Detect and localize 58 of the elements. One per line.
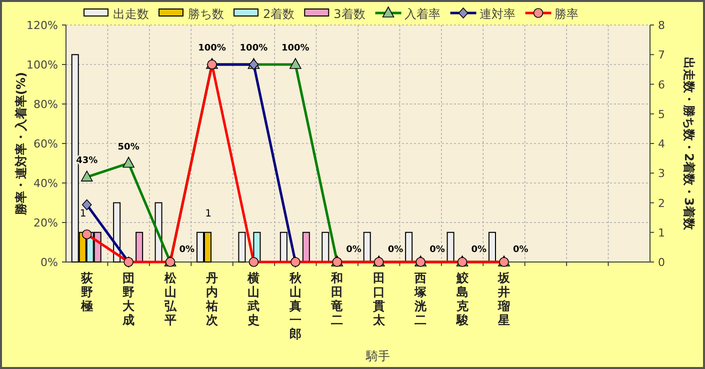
bar: [238, 232, 246, 262]
y2-axis-title: 出走数・勝ち数・2着数・3着数: [682, 57, 696, 231]
x-tick-label: 坂井瑠星: [497, 271, 511, 327]
legend-label: 勝ち数: [188, 7, 224, 21]
bar: [363, 232, 371, 262]
y2-tick-label: 8: [658, 19, 665, 32]
y-tick-label: 120%: [26, 19, 58, 32]
bar: [302, 232, 310, 262]
data-label: 0%: [430, 245, 445, 255]
x-tick-label: 松山弘平: [163, 271, 178, 327]
data-label: 50%: [118, 142, 140, 152]
y-tick-label: 60%: [34, 138, 58, 150]
x-tick-label: 荻野極: [80, 271, 94, 313]
y2-tick-label: 4: [658, 138, 665, 150]
data-label: 0%: [471, 245, 487, 255]
y2-tick-label: 0: [658, 256, 665, 269]
y2-tick-label: 5: [658, 108, 665, 121]
y-tick-label: 80%: [34, 98, 58, 111]
data-label: 0%: [388, 245, 404, 255]
x-tick-label: 西塚洸二: [414, 271, 428, 327]
data-label: 0%: [179, 245, 195, 255]
data-label: 100%: [198, 44, 226, 54]
y2-tick-label: 1: [658, 226, 665, 240]
data-label: 1: [80, 208, 86, 220]
x-tick-label: 横山武史: [246, 271, 260, 327]
legend-label: 2着数: [263, 7, 295, 21]
legend-label: 出走数: [113, 7, 149, 21]
y2-tick-label: 7: [658, 48, 665, 62]
data-label: 1: [205, 208, 212, 220]
y2-tick-label: 3: [658, 167, 665, 180]
legend-label: 連対率: [479, 7, 516, 21]
data-label: 0%: [513, 245, 528, 255]
legend-label: 入着率: [404, 7, 440, 21]
bar: [405, 232, 413, 262]
bar: [488, 232, 496, 262]
x-tick-label: 丹内祐次: [205, 271, 219, 327]
y-axis-title: 勝率・連対率・入着率(%): [14, 72, 28, 216]
x-tick-label: 田口貫太: [372, 271, 386, 327]
y2-tick-label: 2: [658, 196, 665, 210]
x-axis-title: 騎手: [365, 349, 390, 363]
bar: [322, 232, 330, 262]
x-tick-label: 秋山真一郎: [288, 271, 302, 341]
y-tick-label: 20%: [34, 216, 58, 230]
data-label: 100%: [282, 44, 310, 54]
bar: [446, 232, 454, 262]
y-tick-label: 100%: [26, 58, 58, 72]
x-tick-label: 和田竜二: [330, 271, 344, 327]
y-tick-label: 0%: [40, 256, 58, 269]
data-label: 0%: [346, 245, 362, 255]
legend-label: 3着数: [334, 7, 366, 21]
bar: [136, 232, 144, 262]
bar: [280, 232, 288, 262]
y2-tick-label: 6: [658, 78, 665, 92]
x-tick-label: 鮫島克駿: [455, 271, 470, 327]
legend-label: 勝率: [554, 7, 578, 21]
data-label: 100%: [240, 44, 268, 54]
y-tick-label: 40%: [34, 177, 58, 190]
x-tick-label: 団野大成: [122, 271, 136, 327]
